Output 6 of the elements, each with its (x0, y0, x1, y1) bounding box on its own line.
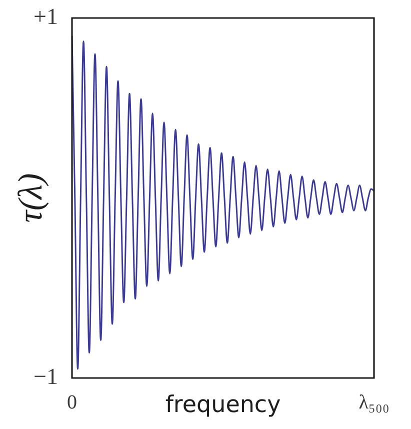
y-axis-title: τ(λ) (12, 173, 50, 223)
y-tick-label: −1 (34, 364, 58, 390)
x-axis-title: frequency (165, 392, 281, 418)
y-tick-label: +1 (34, 4, 58, 30)
x-tick-label: λ₅₀₀ (358, 391, 390, 414)
x-tick-label: 0 (67, 391, 77, 414)
